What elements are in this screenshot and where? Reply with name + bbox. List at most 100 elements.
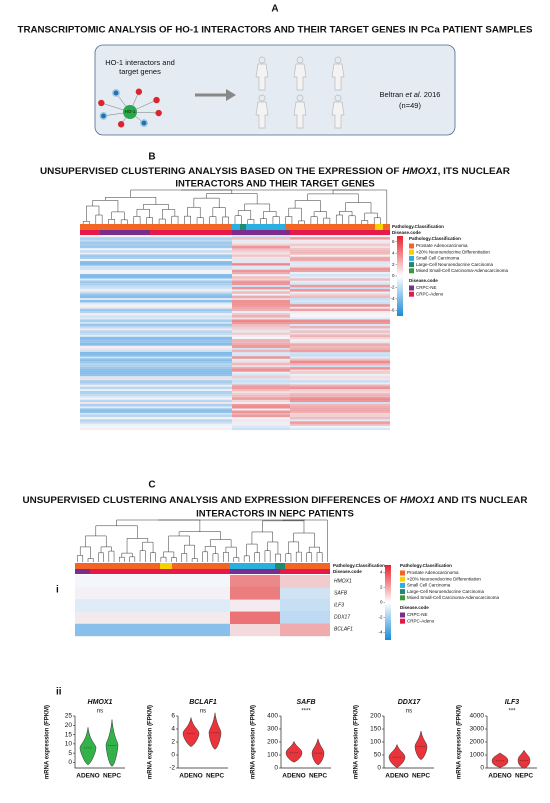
- heatmap-cell: [290, 326, 390, 329]
- heatmap-cell: [290, 391, 390, 394]
- dendrogram: [82, 221, 90, 224]
- heatmap-cell: [290, 315, 390, 317]
- x-tick-label: ADENO: [488, 773, 511, 780]
- significance: ns: [200, 709, 206, 715]
- heatmap-cell: [80, 297, 232, 301]
- heatmap-cell: [290, 310, 390, 314]
- colorbar-label: 4: [380, 570, 383, 575]
- violin: [414, 730, 428, 760]
- heatmap-cell: [290, 278, 390, 281]
- heatmap-cell: [290, 237, 390, 240]
- heatmap-cell: [232, 360, 290, 364]
- gene-title: DDX17: [398, 699, 422, 706]
- heatmap-cell: [232, 254, 290, 257]
- node: [155, 109, 162, 117]
- legend-title: Pathology.Classification: [400, 563, 452, 568]
- heatmap-cell: [80, 343, 232, 346]
- heatmap-cell: [290, 347, 390, 351]
- heatmap-cell: [80, 245, 232, 249]
- heatmap-cell: [232, 271, 290, 275]
- heatmap-cell: [232, 276, 290, 279]
- heatmap-cell: [290, 352, 390, 355]
- y-tick-label: 6: [171, 713, 175, 720]
- heatmap-cell: [80, 378, 232, 381]
- dendrogram: [361, 220, 369, 224]
- violin: [105, 719, 119, 767]
- heatmap-cell: [290, 373, 390, 377]
- dendrogram: [100, 546, 112, 553]
- heatmap-cell: [232, 378, 290, 381]
- heatmap-cell: [80, 308, 232, 312]
- dendrogram: [187, 206, 201, 218]
- heatmap-cell: [80, 250, 232, 253]
- heatmap-cell: [290, 367, 390, 370]
- colorbar-label: 4: [392, 250, 395, 255]
- dendrogram: [212, 207, 226, 217]
- heatmap-cell: [232, 306, 290, 309]
- heatmap-cell: [290, 427, 390, 431]
- heatmap-cell: [290, 421, 390, 424]
- overview-box: [94, 44, 456, 136]
- y-tick-label: 0: [274, 765, 278, 772]
- heatmap-cell: [290, 319, 390, 322]
- heatmap-cell: [80, 293, 232, 296]
- dendrogram: [308, 546, 320, 553]
- heatmap-cell: [80, 358, 232, 361]
- heatmap-cell: [290, 293, 390, 296]
- legend-label: CRPC-NE: [416, 285, 437, 290]
- heatmap-cell: [280, 599, 330, 612]
- heatmap-cell: [290, 334, 390, 338]
- heatmap-cell: [232, 408, 290, 410]
- heatmap-cell: [80, 393, 232, 396]
- dendrogram: [163, 551, 175, 558]
- dendrogram: [85, 535, 107, 547]
- heatmap-cell: [80, 276, 232, 279]
- dendrogram: [181, 553, 188, 562]
- heatmap-cell: [80, 319, 232, 322]
- legend-label: Large-Cell Neuroendocrine Carcinoma: [416, 262, 494, 267]
- heatmap-cell: [290, 328, 390, 331]
- heatmap-cell: [290, 330, 390, 333]
- significance: ****: [301, 709, 311, 715]
- violin: [517, 749, 531, 769]
- heatmap-cell: [290, 241, 390, 244]
- x-tick-label: NEPC: [309, 773, 327, 780]
- heatmap-cell: [290, 317, 390, 320]
- heatmap-cell: [290, 252, 390, 255]
- legend-label: Prostate Adenocarcinoma: [407, 570, 459, 575]
- heatmap-cell: [232, 406, 290, 409]
- heatmap-cell: [290, 401, 390, 405]
- heatmap-cell: [80, 382, 232, 385]
- x-tick-label: ADENO: [76, 773, 99, 780]
- legend-label: Mixed Small-Cell Carcinoma-Adenocarcinom…: [407, 595, 500, 600]
- dendrogram: [212, 553, 219, 562]
- axis: [74, 716, 125, 769]
- y-tick-label: 2000: [470, 739, 485, 746]
- heatmap-cell: [290, 280, 390, 283]
- heatmap-cell: [290, 287, 390, 290]
- node: [123, 105, 137, 119]
- heatmap-cell: [290, 408, 390, 411]
- annotation-bar: [285, 224, 375, 230]
- heatmap-cell: [232, 369, 290, 372]
- heatmap-cell: [232, 256, 290, 260]
- heatmap-cell: [232, 423, 290, 426]
- heatmap-cell: [232, 250, 290, 253]
- heatmap-cell: [232, 347, 290, 351]
- colorbar-label: 2: [380, 585, 383, 590]
- row-label: Pathology.Classification: [333, 563, 385, 568]
- heatmap-cell: [230, 599, 280, 612]
- dendrogram: [298, 220, 305, 224]
- violin: [79, 727, 97, 766]
- heatmap-cell: [232, 427, 290, 431]
- heatmap-cell: [230, 611, 280, 624]
- colorbar-label: 0: [392, 273, 395, 278]
- panel-title: UNSUPERVISED CLUSTERING ANALYSIS AND EXP…: [23, 495, 528, 506]
- heatmap-cell: [80, 346, 232, 348]
- legend-swatch: [409, 262, 414, 268]
- heatmap-cell: [232, 245, 290, 249]
- heatmap-cell: [280, 575, 330, 588]
- colorbar-label: -6: [390, 307, 394, 312]
- legend-label: Mixed Small-Cell Carcinoma-Adenocarcinom…: [416, 268, 509, 273]
- heatmap-cell: [80, 289, 232, 291]
